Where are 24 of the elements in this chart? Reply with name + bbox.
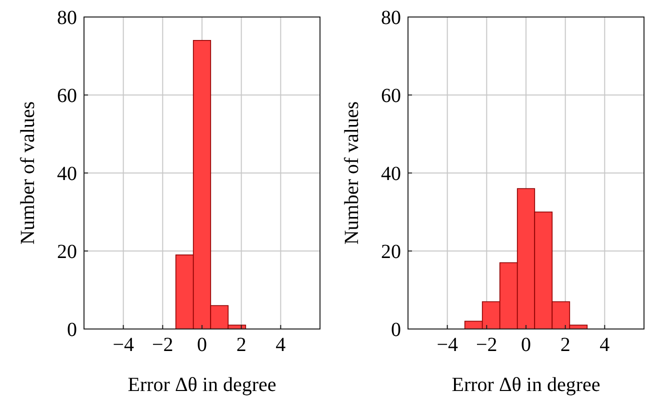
x-tick-label: −4 [112, 334, 134, 356]
x-tick-label: −2 [476, 334, 498, 356]
x-tick-label: −2 [152, 334, 174, 356]
x-axis-title: Error Δθ in degree [128, 374, 276, 396]
y-axis-title: Number of values [341, 101, 363, 245]
x-tick-label: 4 [600, 334, 610, 356]
y-tick-label: 40 [57, 163, 77, 185]
y-axis-title: Number of values [17, 101, 39, 245]
y-tick-label: 40 [381, 163, 401, 185]
x-tick-label: 4 [276, 334, 286, 356]
y-tick-label: 80 [57, 7, 77, 29]
y-tick-label: 60 [381, 85, 401, 107]
y-tick-label: 0 [391, 319, 401, 341]
x-tick-label: 0 [521, 334, 531, 356]
y-tick-label: 20 [381, 241, 401, 263]
y-tick-label: 60 [57, 85, 77, 107]
y-tick-label: 80 [381, 7, 401, 29]
x-axis-title: Error Δθ in degree [452, 374, 600, 396]
x-tick-label: 2 [236, 334, 246, 356]
x-tick-label: −4 [436, 334, 458, 356]
y-tick-label: 20 [57, 241, 77, 263]
x-tick-label: 0 [197, 334, 207, 356]
x-tick-label: 2 [560, 334, 570, 356]
y-tick-label: 0 [67, 319, 77, 341]
